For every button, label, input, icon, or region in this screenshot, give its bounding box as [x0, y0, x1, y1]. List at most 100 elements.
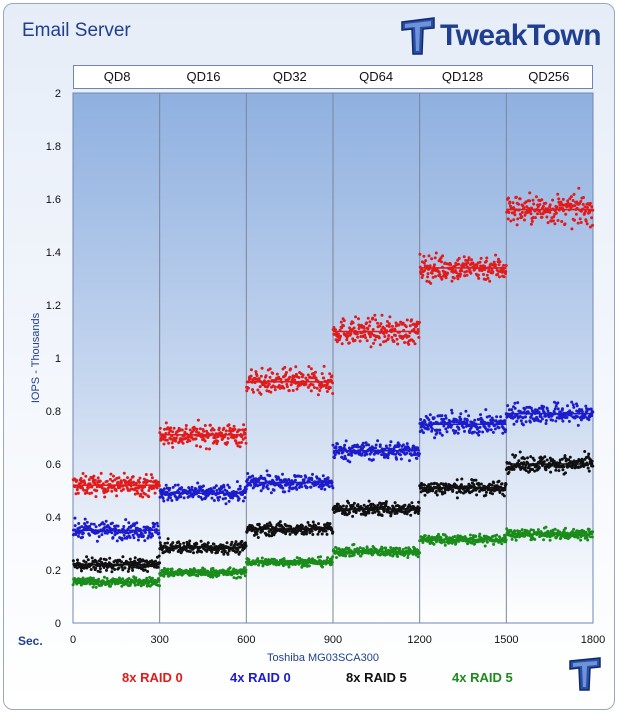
data-point [297, 376, 301, 379]
data-point [412, 327, 416, 331]
data-point [426, 264, 429, 268]
data-point [322, 364, 326, 368]
data-point [219, 543, 223, 547]
data-point [507, 408, 511, 412]
data-point [432, 542, 436, 546]
data-point [401, 548, 405, 551]
data-point [135, 531, 138, 535]
data-point [188, 539, 192, 543]
data-point [468, 533, 472, 537]
data-point [551, 198, 555, 202]
data-point [264, 374, 268, 378]
data-point [128, 557, 132, 561]
data-point [342, 319, 346, 323]
data-point [484, 490, 488, 494]
data-point [417, 452, 421, 456]
data-point [166, 541, 169, 545]
data-point [192, 551, 195, 555]
data-point [551, 219, 555, 223]
data-point [454, 429, 458, 433]
data-point [250, 529, 254, 533]
data-point [581, 202, 585, 206]
data-point [443, 543, 447, 547]
data-point [410, 318, 414, 322]
data-point [491, 270, 495, 274]
data-point [304, 475, 308, 479]
data-point [466, 261, 470, 265]
data-point [525, 205, 529, 209]
data-point [445, 535, 448, 539]
data-point [473, 418, 477, 422]
data-point [358, 339, 362, 343]
data-point [244, 441, 248, 445]
data-point [426, 275, 430, 279]
x-tick-label: 1800 [581, 634, 605, 646]
data-point [408, 324, 412, 328]
data-point [331, 392, 335, 395]
data-point [465, 269, 469, 273]
data-point [163, 550, 167, 554]
data-point [472, 483, 476, 487]
data-point [376, 503, 380, 507]
data-point [134, 576, 138, 580]
mean-lines [73, 208, 593, 583]
data-point [545, 215, 549, 219]
data-point [456, 431, 460, 435]
data-point [378, 343, 382, 347]
data-point [256, 388, 260, 392]
legend-entry-8x-raid-0: 8x RAID 0 [122, 670, 183, 685]
data-point [561, 197, 565, 201]
data-point [240, 539, 244, 543]
data-point [521, 423, 525, 427]
data-point [561, 468, 565, 472]
data-point [131, 533, 135, 537]
data-point [415, 457, 419, 460]
data-point [474, 535, 478, 538]
data-point [554, 468, 558, 472]
data-point [238, 487, 242, 491]
data-point [523, 534, 527, 538]
data-point [438, 431, 442, 435]
data-point [520, 215, 524, 219]
data-point [109, 472, 113, 476]
data-point [304, 376, 308, 380]
data-point [524, 469, 528, 473]
brand-logo: TweakTown [400, 14, 602, 58]
y-axis-ticks: 00.20.40.60.811.21.41.61.82 [46, 88, 61, 630]
data-point [563, 222, 567, 226]
data-point [270, 525, 274, 529]
data-point [582, 196, 585, 199]
data-point [503, 535, 507, 539]
data-point [430, 427, 434, 431]
data-point [380, 547, 384, 551]
data-point [374, 446, 378, 450]
data-point [548, 210, 552, 214]
data-point [179, 495, 183, 499]
data-point [204, 447, 208, 451]
data-point [235, 550, 239, 554]
data-point [80, 569, 83, 573]
data-point [147, 495, 151, 499]
data-point [504, 264, 508, 267]
data-point [576, 415, 579, 419]
data-point [404, 325, 408, 329]
data-point [95, 539, 99, 543]
data-point [417, 509, 421, 513]
data-point [97, 535, 101, 539]
data-point [174, 495, 178, 499]
data-point [377, 511, 381, 514]
data-point [319, 555, 323, 559]
data-point [265, 484, 269, 487]
data-point [433, 436, 437, 440]
data-point [512, 206, 516, 210]
data-point [557, 197, 561, 201]
data-point [576, 423, 580, 427]
data-point [427, 418, 431, 422]
data-point [380, 313, 384, 317]
data-point [94, 585, 98, 589]
data-point [249, 483, 253, 487]
data-point [542, 460, 546, 464]
data-point [129, 478, 133, 482]
data-point [158, 431, 162, 435]
data-point [287, 489, 291, 493]
